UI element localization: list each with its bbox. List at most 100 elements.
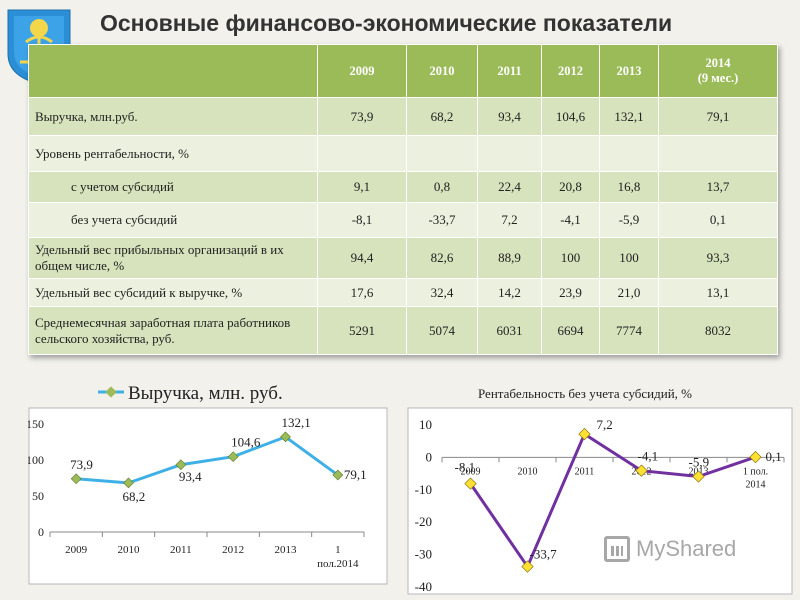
x-tick-label: 1 пол. [743, 466, 768, 477]
data-label: -5,9 [689, 455, 710, 470]
series-line [76, 435, 339, 485]
header-cell-year: 2010 [406, 44, 478, 98]
x-tick-label: 2011 [575, 466, 595, 477]
revenue-chart: Выручка, млн. руб. 0 50 100 150 2009 2010 2011 2… [28, 383, 388, 585]
y-tick-label: 150 [28, 417, 44, 431]
profitability-chart-axes: Рентабельность без учета субсидий, % 10 0 -… [407, 386, 793, 595]
x-tick-label: 2009 [65, 544, 88, 556]
watermark: MyShared [604, 536, 736, 562]
table-cell: -5,9 [599, 202, 659, 238]
profitability-chart-marks: -8,1 -33,7 7,2 -4,1 -5,9 0,1 [455, 417, 782, 573]
y-tick-label: -20 [415, 514, 432, 529]
table-cell: 73,9 [317, 97, 407, 136]
table-row: Среднемесячная заработная плата работник… [28, 306, 778, 355]
table-cell: 100 [541, 237, 600, 279]
table-cell: 13,1 [658, 278, 778, 307]
chart-title: Выручка, млн. руб. [128, 383, 283, 404]
data-label: 73,9 [70, 457, 93, 472]
table-cell: 9,1 [317, 171, 407, 203]
table-cell: 6031 [477, 306, 542, 355]
header-cell-label [28, 44, 318, 98]
data-point [280, 431, 291, 443]
table-cell [658, 135, 778, 172]
data-point [578, 427, 591, 441]
row-label: Среднемесячная заработная плата работник… [28, 306, 318, 355]
table-cell: 132,1 [599, 97, 659, 136]
data-label: 79,1 [344, 467, 367, 482]
table-cell: 13,7 [658, 171, 778, 203]
table-cell: 6694 [541, 306, 600, 355]
data-label: 0,1 [766, 449, 782, 464]
table-row: с учетом субсидий 9,1 0,8 22,4 20,8 16,8 13,7 [28, 171, 778, 203]
data-label: 7,2 [597, 417, 613, 432]
x-tick-label: пол.2014 [317, 558, 359, 570]
y-tick-label: 10 [419, 417, 432, 432]
table-cell: 100 [599, 237, 659, 279]
table-row: Удельный вес прибыльных организаций в их… [28, 237, 778, 279]
y-tick-label: 0 [38, 525, 44, 539]
table-cell: 7774 [599, 306, 659, 355]
data-point [521, 560, 534, 573]
table-cell: 82,6 [406, 237, 478, 279]
indicators-table: 2009 2010 2011 2012 2013 2014 (9 мес.) В… [28, 44, 778, 355]
data-label: -33,7 [530, 547, 558, 562]
table-cell: -4,1 [541, 202, 600, 238]
x-tick-label: 2010 [518, 466, 538, 477]
profitability-chart: Рентабельность без учета субсидий, % 10 0 -… [407, 386, 793, 595]
header-cell-year: 2009 [317, 44, 407, 98]
watermark-text: MyShared [636, 536, 737, 561]
page-title: Основные финансово-экономические показат… [100, 10, 673, 36]
row-label: без учета субсидий [28, 202, 318, 238]
x-tick-label: 2013 [275, 544, 298, 556]
row-label: Уровень рентабельности, % [28, 135, 318, 172]
x-tick-label: 2011 [170, 544, 192, 556]
data-point [749, 450, 762, 464]
table-cell [599, 135, 659, 172]
table-cell: -8,1 [317, 202, 407, 238]
table-cell: 8032 [658, 306, 778, 355]
data-point [332, 469, 344, 481]
table-cell [317, 135, 407, 172]
table-header-row: 2009 2010 2011 2012 2013 2014 (9 мес.) [28, 44, 778, 98]
y-tick-label: 100 [28, 453, 44, 467]
table-cell: 17,6 [317, 278, 407, 307]
table-cell [406, 135, 478, 172]
data-label: 132,1 [282, 415, 311, 430]
y-tick-label: -30 [415, 547, 432, 562]
table-cell: 5074 [406, 306, 478, 355]
legend-marker [105, 386, 117, 398]
table-cell: 14,2 [477, 278, 542, 307]
revenue-chart-axes: Выручка, млн. руб. 0 50 100 150 2009 2010 2011 2… [28, 383, 388, 585]
table-row: Выручка, млн.руб. 73,9 68,2 93,4 104,6 132,1 7… [28, 97, 778, 136]
data-label: 104,6 [231, 435, 261, 450]
row-label: Удельный вес прибыльных организаций в их… [28, 237, 318, 279]
x-tick-label: 2010 [118, 544, 141, 556]
table-cell: 68,2 [406, 97, 478, 136]
header-cell-year: 2014 (9 мес.) [658, 44, 778, 98]
table-cell: 21,0 [599, 278, 659, 307]
header-cell-year: 2011 [477, 44, 542, 98]
table-cell: 93,4 [477, 97, 542, 136]
series-line [469, 431, 756, 570]
y-tick-label: -40 [415, 579, 432, 594]
table-cell: 23,9 [541, 278, 600, 307]
header-cell-year: 2012 [541, 44, 600, 98]
data-point [70, 473, 82, 485]
table-cell: 20,8 [541, 171, 600, 203]
table-cell: 32,4 [406, 278, 478, 307]
data-point [464, 477, 477, 490]
x-tick-label: 1 [335, 544, 341, 556]
chart-title: Рентабельность без учета субсидий, % [478, 386, 692, 401]
table-row: Уровень рентабельности, % [28, 135, 778, 172]
row-label: Удельный вес субсидий к выручке, % [28, 278, 318, 307]
table-cell [477, 135, 542, 172]
data-point [635, 464, 648, 477]
x-tick-label: 2009 [461, 466, 481, 477]
table-cell: 16,8 [599, 171, 659, 203]
table-cell: 94,4 [317, 237, 407, 279]
table-cell: 88,9 [477, 237, 542, 279]
x-tick-label: 2012 [222, 544, 244, 556]
y-tick-label: -10 [415, 482, 432, 497]
table-cell: 104,6 [541, 97, 600, 136]
data-label: 93,4 [179, 469, 202, 484]
